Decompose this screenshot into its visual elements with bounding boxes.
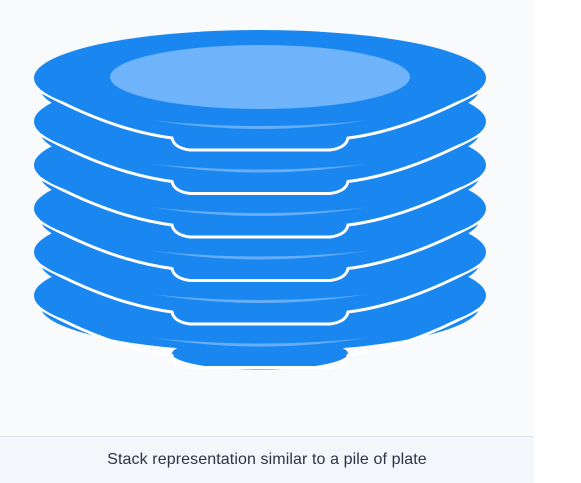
figure-caption: Stack representation similar to a pile o… [107,451,427,468]
plate-stack [34,30,486,370]
plate-separator-line [36,88,484,152]
plate-separator-line [36,132,484,195]
figure-panel: Stack representation similar to a pile o… [0,30,534,483]
plate-separator-line [36,262,484,326]
plate-stack-illustration [34,30,486,370]
caption-bar: Stack representation similar to a pile o… [0,436,534,483]
plate-separator-line [36,219,484,282]
plate-separator-line [36,175,484,239]
plate-center [110,45,410,109]
right-margin [534,0,581,483]
plate-separator-line [36,306,484,369]
